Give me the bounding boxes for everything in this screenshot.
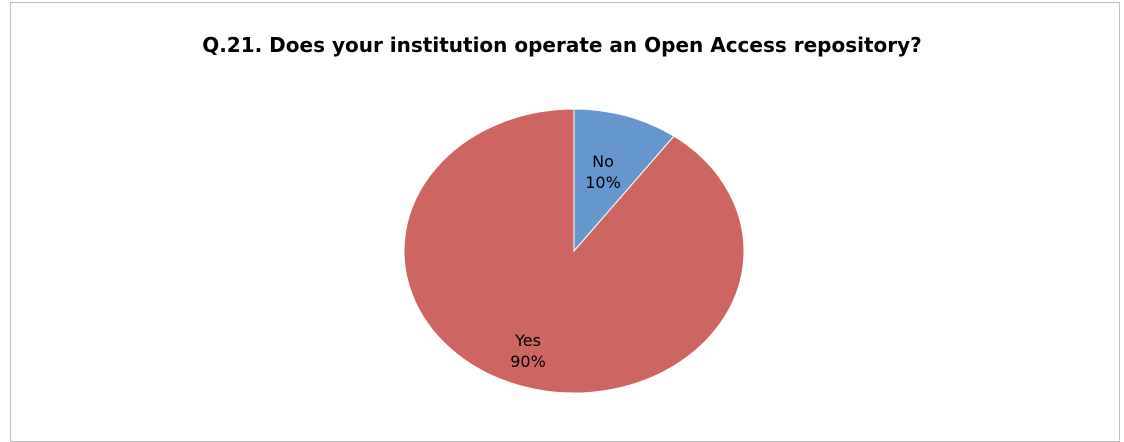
pie-slice-yes bbox=[403, 108, 745, 394]
chart-title: Q.21. Does your institution operate an O… bbox=[202, 33, 922, 57]
slice-name-label-no: No bbox=[592, 152, 614, 171]
slice-percent-label-no: 10% bbox=[585, 173, 621, 192]
slice-percent-label-yes: 90% bbox=[510, 352, 546, 371]
slice-name-label-yes: Yes bbox=[514, 331, 541, 350]
pie-slice-no bbox=[573, 108, 675, 253]
